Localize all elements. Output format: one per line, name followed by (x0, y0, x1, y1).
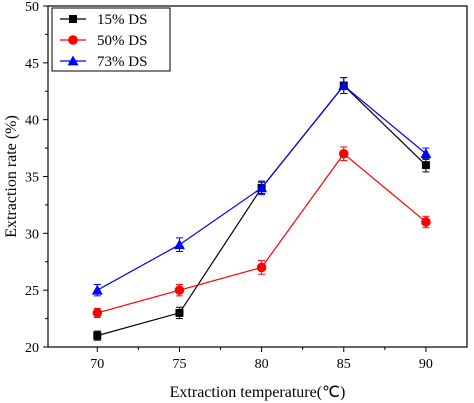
data-point-2-3 (256, 262, 267, 273)
legend-marker (68, 35, 78, 45)
legend-label: 73% DS (97, 54, 147, 70)
x-tick-label-2: 75 (172, 357, 186, 372)
plot-area (91, 77, 432, 341)
legend: 15% DS 50% DS 73% DS (51, 7, 171, 72)
y-tick-label-5: 40 (25, 114, 39, 129)
data-point-3-4 (338, 80, 350, 90)
x-tick-label-3: 80 (255, 357, 269, 372)
legend-marker (69, 15, 77, 23)
data-point-3-5 (420, 148, 432, 159)
legend-item-1: 15% DS (60, 12, 147, 28)
axes: 70 75 80 85 90 20 25 30 35 40 45 50 (25, 0, 468, 372)
y-tick-label-1: 20 (25, 341, 39, 356)
data-point-3-3 (256, 182, 268, 193)
data-point-2-5 (421, 217, 431, 227)
series-line-2 (97, 152, 427, 314)
y-tick-label-4: 35 (25, 171, 39, 186)
data-point-1-5 (421, 161, 430, 170)
data-point-1-2 (175, 308, 184, 317)
series-line-1 (97, 84, 427, 337)
y-tick-label-7: 50 (25, 0, 39, 15)
data-point-1-1 (93, 331, 102, 340)
x-tick-label-1: 70 (90, 357, 104, 372)
x-tick-label-4: 85 (337, 357, 351, 372)
y-tick-label-6: 45 (25, 57, 39, 72)
data-point-2-4 (338, 148, 349, 159)
legend-label: 50% DS (97, 33, 147, 49)
legend-marker (67, 55, 79, 66)
legend-item-3: 73% DS (60, 54, 147, 70)
y-axis-title: Extraction rate (%) (3, 115, 20, 238)
x-axis-title: Extraction temperature(℃) (170, 384, 346, 401)
x-tick-label-5: 90 (419, 357, 433, 372)
data-point-3-1 (91, 284, 103, 295)
legend-item-2: 50% DS (60, 33, 147, 49)
data-point-3-2 (173, 239, 185, 250)
y-tick-label-2: 25 (25, 284, 39, 299)
data-point-2-1 (92, 308, 103, 318)
data-point-2-2 (174, 285, 185, 295)
legend-label: 15% DS (97, 12, 147, 28)
y-tick-label-3: 30 (25, 227, 39, 242)
